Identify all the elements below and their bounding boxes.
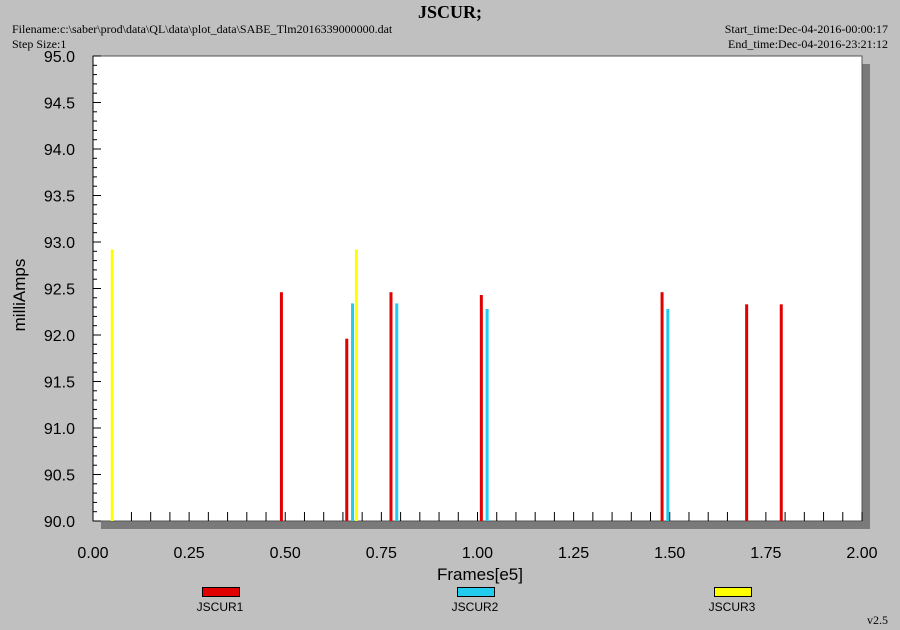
y-tick-label: 91.5 [44, 375, 75, 392]
bar-jscur3 [110, 249, 114, 521]
x-tick-label: 1.25 [558, 545, 589, 562]
x-tick-label: 1.75 [750, 545, 781, 562]
x-tick-label: 0.50 [270, 545, 301, 562]
filename-label: Filename:c:\saber\prod\data\QL\data\plot… [12, 22, 393, 36]
y-tick-label: 90.5 [44, 468, 75, 485]
bar-jscur2 [351, 303, 355, 521]
y-tick-label: 90.0 [44, 514, 75, 531]
x-tick-label: 1.50 [654, 545, 685, 562]
bar-jscur1 [779, 304, 783, 521]
chart-title: JSCUR; [417, 2, 482, 22]
bar-jscur1 [279, 292, 283, 521]
bar-jscur2 [666, 308, 670, 521]
x-tick-label: 2.00 [846, 545, 877, 562]
y-axis-label: milliAmps [10, 258, 29, 332]
y-tick-label: 94.0 [44, 142, 75, 159]
bar-jscur2 [395, 303, 399, 521]
legend-label-jscur1: JSCUR1 [196, 600, 244, 614]
bar-jscur1 [389, 292, 393, 521]
bar-jscur2 [485, 308, 489, 521]
legend-label-jscur2: JSCUR2 [451, 600, 499, 614]
y-tick-label: 91.0 [44, 421, 75, 438]
y-tick-label: 94.5 [44, 96, 75, 113]
bar-jscur1 [745, 304, 749, 521]
y-tick-label: 93.5 [44, 189, 75, 206]
x-tick-label: 0.75 [366, 545, 397, 562]
bar-jscur1 [660, 292, 664, 521]
legend-swatch-jscur1 [202, 587, 240, 597]
x-tick-label: 0.25 [174, 545, 205, 562]
legend-swatch-jscur3 [714, 587, 752, 597]
plot-area [92, 55, 863, 522]
x-tick-label: 1.00 [462, 545, 493, 562]
y-tick-label: 95.0 [44, 49, 75, 66]
y-tick-label: 92.0 [44, 328, 75, 345]
version-label: v2.5 [867, 613, 888, 627]
bar-jscur1 [479, 295, 483, 521]
legend-label-jscur3: JSCUR3 [708, 600, 756, 614]
bar-jscur1 [345, 338, 349, 521]
x-axis-label: Frames[e5] [437, 565, 523, 584]
bar-jscur3 [354, 249, 358, 521]
legend-swatch-jscur2 [457, 587, 495, 597]
step-size-label: Step Size:1 [12, 37, 67, 51]
y-tick-label: 92.5 [44, 282, 75, 299]
start-time-label: Start_time:Dec-04-2016-00:00:17 [724, 22, 888, 36]
end-time-label: End_time:Dec-04-2016-23:21:12 [728, 37, 888, 51]
x-tick-label: 0.00 [77, 545, 108, 562]
y-tick-label: 93.0 [44, 235, 75, 252]
